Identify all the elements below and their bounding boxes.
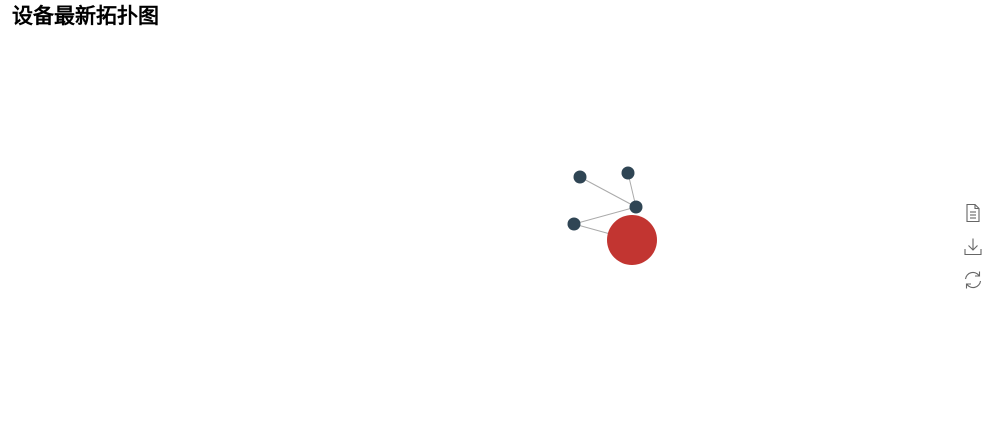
download-icon	[964, 238, 982, 255]
node-device[interactable]	[573, 170, 587, 184]
save-image-button[interactable]	[962, 236, 984, 258]
node-device[interactable]	[621, 166, 635, 180]
link-n1-n3	[579, 176, 637, 208]
document-icon	[966, 203, 980, 223]
page-title: 设备最新拓扑图	[12, 4, 159, 28]
refresh-icon	[964, 271, 982, 289]
chart-toolbox	[962, 202, 984, 303]
node-hub[interactable]	[607, 215, 657, 265]
graph-nodes	[567, 166, 657, 265]
node-device[interactable]	[629, 200, 643, 214]
data-view-button[interactable]	[962, 202, 984, 224]
link-n4-n3	[573, 206, 637, 225]
node-device[interactable]	[567, 217, 581, 231]
restore-button[interactable]	[962, 269, 984, 291]
